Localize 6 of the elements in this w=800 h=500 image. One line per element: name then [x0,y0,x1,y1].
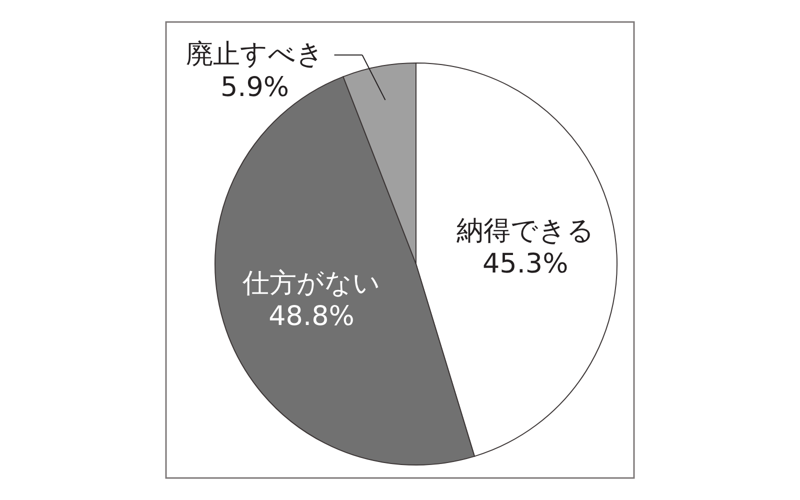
slice-label: 仕方がない [242,268,381,300]
data-label: 48.8% [268,301,354,332]
data-label: 45.3% [482,248,568,280]
slice-label: 廃止すべき [186,39,324,70]
data-label: 5.9% [220,72,290,104]
slice-label: 納得できる [456,216,594,247]
